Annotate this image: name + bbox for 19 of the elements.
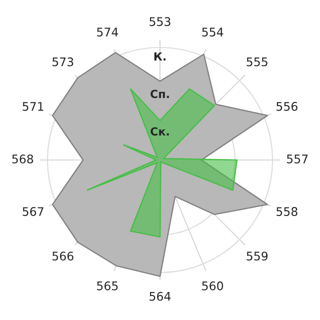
spoke-label: 566	[52, 252, 74, 261]
spoke-label: 573	[52, 57, 74, 66]
spoke-label: 553	[150, 17, 170, 26]
y-tick-label: Сп.	[150, 90, 169, 98]
y-tick-label: Ск.	[150, 127, 169, 136]
spoke-label: 560	[202, 281, 224, 290]
spoke-label: 557	[287, 154, 308, 164]
spoke-label: 574	[97, 28, 118, 37]
spoke-label: 555	[246, 58, 268, 66]
spoke-label: 565	[97, 281, 118, 290]
spoke-label: 559	[246, 252, 268, 261]
spoke-label: 571	[22, 102, 44, 111]
spoke-label: 554	[202, 28, 224, 37]
spoke-label: 568	[12, 154, 34, 164]
y-tick-label: К.	[154, 52, 166, 60]
spoke-label: 567	[22, 207, 44, 216]
spoke-label: 556	[276, 102, 298, 111]
spoke-label: 564	[150, 292, 171, 301]
spoke-label: 558	[276, 207, 298, 216]
